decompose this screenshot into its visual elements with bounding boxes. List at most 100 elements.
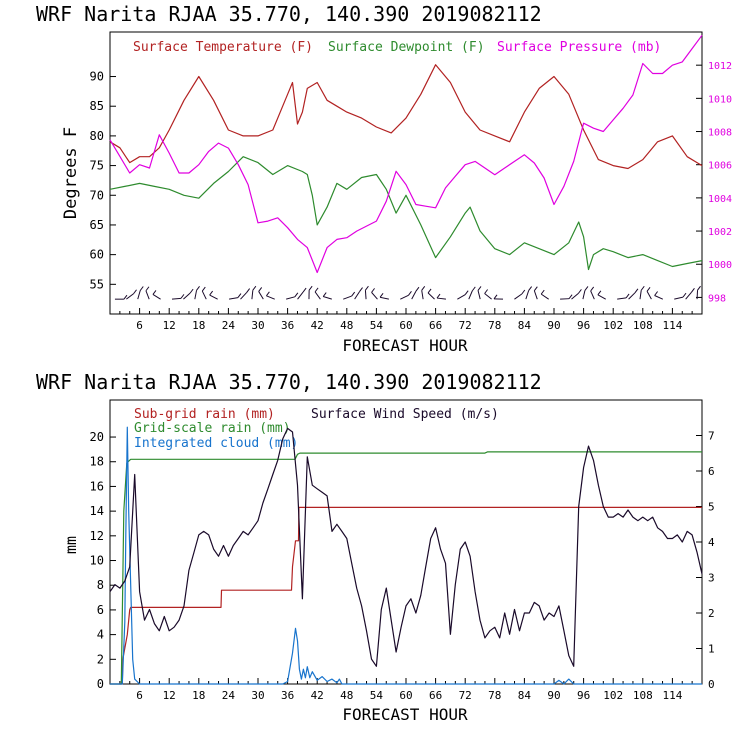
- panel-1-x-tick-label: 66: [429, 319, 442, 332]
- wind-barb-staff: [371, 292, 378, 300]
- panel-1-x-tick-label: 36: [281, 319, 294, 332]
- panel-1-x-tick-label: 90: [547, 319, 560, 332]
- panel-2-series-sub-grid-rain-mm: [110, 506, 702, 685]
- panel-2-x-tick-label: 48: [340, 689, 353, 702]
- wind-barb-staff: [468, 290, 473, 300]
- wind-barb: [322, 292, 332, 300]
- panel-1-x-tick-label: 72: [459, 319, 472, 332]
- panel-1-y-tick-label: 55: [90, 277, 104, 291]
- wind-barb-staff: [251, 290, 254, 300]
- wind-barb-staff: [590, 290, 595, 300]
- panel-1-y-tick-label: 80: [90, 129, 104, 143]
- wind-barb-staff: [314, 291, 321, 300]
- panel-2-x-tick-label: 60: [399, 689, 412, 702]
- panel-2-legend-gridscale-rain: Grid-scale rain (mm): [134, 421, 291, 436]
- panel-2-y-tick-label: 14: [90, 504, 104, 518]
- wind-barb: [183, 288, 194, 300]
- wind-barb-staff: [266, 295, 275, 300]
- panel-1-plot-frame: [109, 31, 703, 315]
- wind-barb: [371, 288, 378, 300]
- panel-2-y2-ticks: 0 1 2 3 4 5 6 7: [696, 430, 715, 691]
- panel-2-x-tick-label: 6: [136, 689, 143, 702]
- wind-barb: [628, 288, 639, 300]
- wind-barb-staff: [514, 293, 523, 300]
- wind-barb-feather: [365, 285, 369, 291]
- panel-2-x-tick-label: 30: [251, 689, 264, 702]
- wind-barb: [314, 287, 321, 300]
- panel-2-y-tick-label: 2: [97, 652, 104, 666]
- panel-2-y-tick-label: 6: [97, 603, 104, 617]
- wind-barb: [411, 286, 420, 300]
- panel-2-y-tick-label: 12: [90, 529, 104, 543]
- panel-1-series-surface-temperature-f: [109, 64, 703, 170]
- wind-barb-staff: [582, 290, 586, 300]
- wind-barb-staff: [240, 292, 247, 300]
- wind-barb-staff: [617, 297, 627, 300]
- wind-barb-staff: [436, 297, 447, 300]
- panel-2-x-axis-label: FORECAST HOUR: [342, 705, 468, 724]
- panel-1-x-tick-label: 24: [222, 319, 236, 332]
- wind-barb: [571, 289, 582, 300]
- wind-barb-staff: [209, 294, 218, 300]
- panel-1-y2-tick-label: 998: [708, 293, 726, 304]
- panel-2-x-tick-label: 90: [547, 689, 560, 702]
- panel-1-y-tick-label: 75: [90, 159, 104, 173]
- wind-barb: [286, 292, 299, 300]
- wind-barb-staff: [145, 290, 150, 300]
- wind-barb: [533, 286, 538, 300]
- wind-barb-staff: [628, 292, 636, 300]
- panel-1-x-tick-label: 18: [192, 319, 205, 332]
- wind-barb-feather: [246, 288, 251, 293]
- wind-barb: [251, 285, 257, 300]
- panel-1-x-axis-label: FORECAST HOUR: [342, 336, 468, 355]
- meteogram-panel-1: WRF Narita RJAA 35.770, 140.390 20190821…: [36, 2, 732, 355]
- wind-barb-feather: [180, 294, 185, 299]
- panel-1-y2-tick-label: 1010: [708, 94, 732, 105]
- wind-barb: [114, 294, 128, 300]
- wind-barb-feather: [408, 291, 412, 296]
- panel-1-series-surface-pressure-mb: [109, 34, 703, 274]
- wind-barb-feather: [471, 286, 476, 292]
- wind-barb-staff: [421, 290, 424, 300]
- wind-barb-staff: [343, 295, 352, 300]
- wind-barb-feather: [590, 286, 595, 292]
- panel-1-y-tick-label: 60: [90, 248, 104, 262]
- panel-1-y-tick-label: 85: [90, 99, 104, 113]
- wind-barb-feather: [322, 292, 327, 297]
- panel-2-y-tick-label: 20: [90, 430, 104, 444]
- wind-barb-staff: [639, 290, 642, 300]
- wind-barb-feather: [145, 286, 150, 292]
- panel-1-series-surface-dewpoint-f: [109, 156, 703, 271]
- wind-barb: [240, 288, 251, 300]
- panel-2-x-ticks: 6 12 18 24 30 36 42 48 54 60 66 72 78 84 90 96 102 108 114: [119, 678, 693, 702]
- wind-barb: [468, 286, 476, 300]
- wind-barb-feather: [314, 287, 319, 293]
- wind-barb: [696, 285, 701, 300]
- panel-1-x-tick-label: 6: [136, 319, 143, 332]
- wind-barb-staff: [654, 295, 664, 300]
- panel-2-y2-tick-label: 5: [708, 501, 715, 514]
- wind-barb-staff: [323, 296, 332, 300]
- wind-barb: [228, 293, 242, 300]
- panel-1-y-tick-label: 65: [90, 218, 104, 232]
- wind-barb-staff: [201, 290, 207, 300]
- panel-2-y-ticks: 0 2 4 6 8 10 12 14 16 18 20: [90, 430, 116, 691]
- panel-1-x-tick-label: 30: [251, 319, 264, 332]
- wind-barb-staff: [484, 293, 492, 300]
- wind-barb-feather: [578, 289, 582, 294]
- wind-barb: [540, 289, 549, 300]
- wind-barb-feather: [427, 288, 432, 294]
- wind-barb: [457, 290, 469, 300]
- wind-barb-feather: [646, 286, 651, 292]
- wind-barb: [364, 285, 369, 300]
- wind-barb-staff: [137, 290, 141, 300]
- wind-barb-staff: [571, 292, 579, 300]
- wind-barb: [685, 287, 695, 300]
- panel-2-x-tick-label: 96: [577, 689, 590, 702]
- panel-2-legend-wind-speed: Surface Wind Speed (m/s): [311, 407, 499, 422]
- wind-barb: [171, 294, 185, 300]
- wind-barb-staff: [364, 290, 367, 300]
- panel-2-y-tick-label: 4: [97, 628, 104, 642]
- wind-barb: [582, 286, 589, 300]
- panel-1-x-tick-label: 96: [577, 319, 590, 332]
